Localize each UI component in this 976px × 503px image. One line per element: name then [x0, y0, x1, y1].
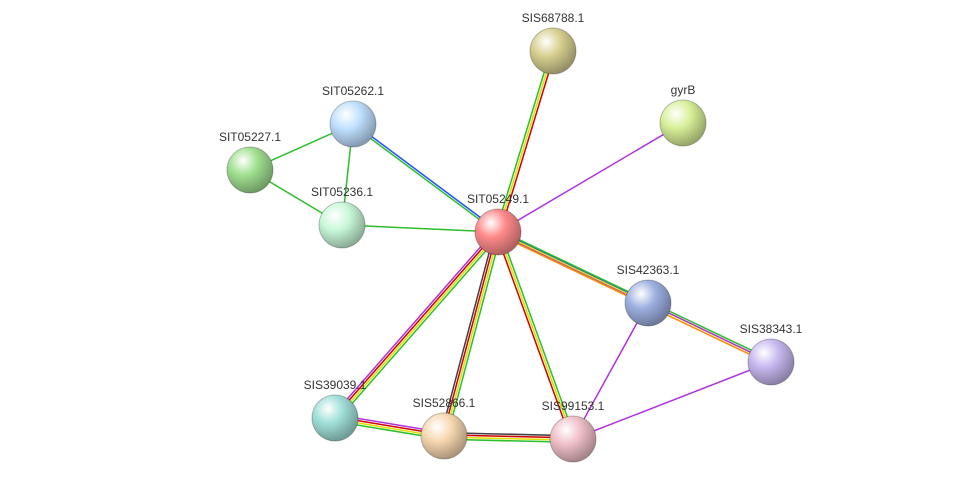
edge[interactable] [354, 123, 499, 231]
network-graph: SIT05249.1 SIS68788.1 SIT05262.1 gyrB SIT052… [0, 0, 976, 503]
node-circle[interactable] [330, 101, 376, 147]
node-SIS39039[interactable]: SIS39039.1 [304, 378, 367, 441]
node-label: gyrB [671, 83, 696, 97]
edge[interactable] [352, 125, 497, 233]
node-SIS68788[interactable]: SIS68788.1 [522, 11, 585, 74]
node-circle[interactable] [530, 28, 576, 74]
node-circle[interactable] [748, 339, 794, 385]
node-SIT05262[interactable]: SIT05262.1 [322, 84, 384, 147]
node-circle[interactable] [227, 147, 273, 193]
node-label: SIS38343.1 [740, 322, 803, 336]
node-label: SIS42363.1 [617, 263, 680, 277]
node-label: SIS99153.1 [542, 399, 605, 413]
node-label: SIS68788.1 [522, 11, 585, 25]
node-circle[interactable] [475, 209, 521, 255]
node-label: SIS52866.1 [413, 396, 476, 410]
node-circle[interactable] [421, 413, 467, 459]
node-SIS38343[interactable]: SIS38343.1 [740, 322, 803, 385]
node-circle[interactable] [660, 100, 706, 146]
node-SIS52866[interactable]: SIS52866.1 [413, 396, 476, 459]
nodes-layer: SIT05249.1 SIS68788.1 SIT05262.1 gyrB SIT052… [219, 11, 803, 462]
node-label: SIT05227.1 [219, 130, 281, 144]
node-label: SIT05236.1 [311, 185, 373, 199]
node-gyrB[interactable]: gyrB [660, 83, 706, 146]
node-SIT05236[interactable]: SIT05236.1 [311, 185, 373, 248]
node-circle[interactable] [625, 280, 671, 326]
node-label: SIT05249.1 [467, 192, 529, 206]
node-circle[interactable] [550, 416, 596, 462]
node-circle[interactable] [319, 202, 365, 248]
node-label: SIT05262.1 [322, 84, 384, 98]
node-circle[interactable] [312, 395, 358, 441]
node-label: SIS39039.1 [304, 378, 367, 392]
